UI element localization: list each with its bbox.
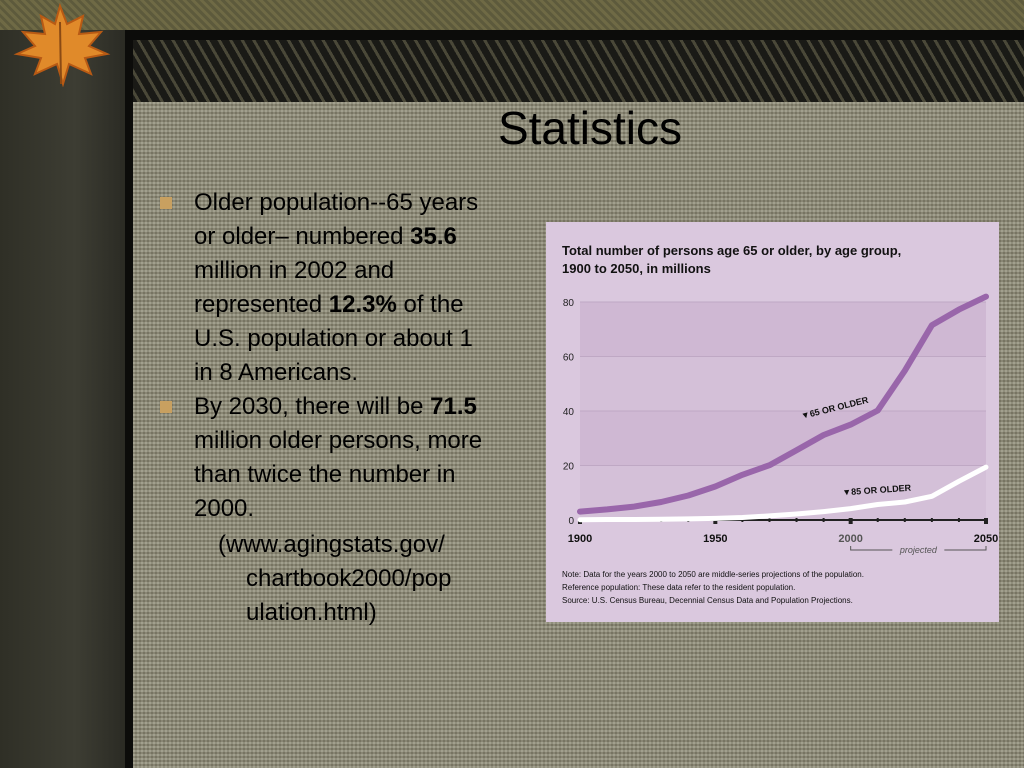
chart-title-line-2: 1900 to 2050, in millions (562, 261, 711, 276)
x-tick-label: 1950 (703, 533, 727, 545)
y-tick-label: 80 (563, 298, 575, 309)
chart-note-1: Note: Data for the years 2000 to 2050 ar… (562, 570, 864, 579)
series-line-65-plus (577, 293, 989, 515)
x-tick-label: 2050 (974, 533, 998, 545)
bullet-list: Older population--65 years or older– num… (158, 186, 488, 654)
chart-note-2: Reference population: These data refer t… (562, 583, 796, 592)
x-tick (930, 518, 933, 522)
projected-label-bg (892, 544, 945, 554)
chart-notes: Note: Data for the years 2000 to 2050 ar… (562, 568, 992, 607)
x-tick (713, 518, 718, 524)
bullet-marker-icon (160, 401, 172, 413)
title-texture-band (133, 40, 1024, 102)
source-citation: (www.agingstats.gov/ chartbook2000/pop u… (218, 531, 452, 626)
grid-band (580, 302, 986, 357)
chart-panel: Total number of persons age 65 or older,… (546, 222, 999, 622)
x-tick (795, 518, 798, 522)
y-tick-label: 20 (563, 462, 575, 473)
x-tick-label: 1900 (568, 533, 592, 545)
grid-band (580, 356, 986, 411)
chart-note-3: Source: U.S. Census Bureau, Decennial Ce… (562, 596, 853, 605)
maple-leaf-icon (13, 2, 111, 87)
grid-band (580, 465, 986, 520)
x-tick-label: 2000 (838, 533, 862, 545)
y-tick-label: 60 (563, 353, 575, 364)
series-line-85-plus (577, 464, 989, 523)
x-tick (903, 518, 906, 522)
x-tick (876, 518, 879, 522)
chart-title: Total number of persons age 65 or older,… (562, 242, 982, 278)
bullet-1-bold-percent: 12.3% (328, 291, 397, 318)
left-decor-strip (0, 30, 125, 768)
bullet-1-text: Older population--65 years or older– num… (194, 189, 479, 250)
x-tick (768, 518, 771, 522)
x-tick (848, 518, 853, 524)
x-tick (957, 518, 960, 522)
series-label-85-plus: ▼85 OR OLDER (842, 483, 912, 498)
bullet-2-bold-value: 71.5 (430, 393, 477, 420)
top-decor-bar (0, 0, 1024, 30)
bullet-marker-icon (160, 197, 172, 209)
bullet-1-text-mid: million in 2002 and represented (194, 257, 395, 318)
y-tick-label: 40 (563, 407, 575, 418)
bullet-2-text: By 2030, there will be (194, 393, 431, 420)
bullet-1: Older population--65 years or older– num… (158, 186, 488, 390)
bullet-1-text-end: of the U.S. population or about 1 in 8 A… (194, 291, 473, 386)
projected-label: projected (899, 545, 938, 555)
bullet-2: By 2030, there will be 71.5 million olde… (158, 390, 488, 526)
chart-title-line-1: Total number of persons age 65 or older,… (562, 243, 902, 258)
x-tick (984, 518, 988, 524)
slide-title: Statistics (497, 102, 683, 154)
x-tick (822, 518, 825, 522)
bullet-1-bold-value: 35.6 (410, 223, 457, 250)
bullet-2-text-end: million older persons, more than twice t… (194, 427, 483, 522)
y-tick-label: 0 (568, 516, 574, 527)
